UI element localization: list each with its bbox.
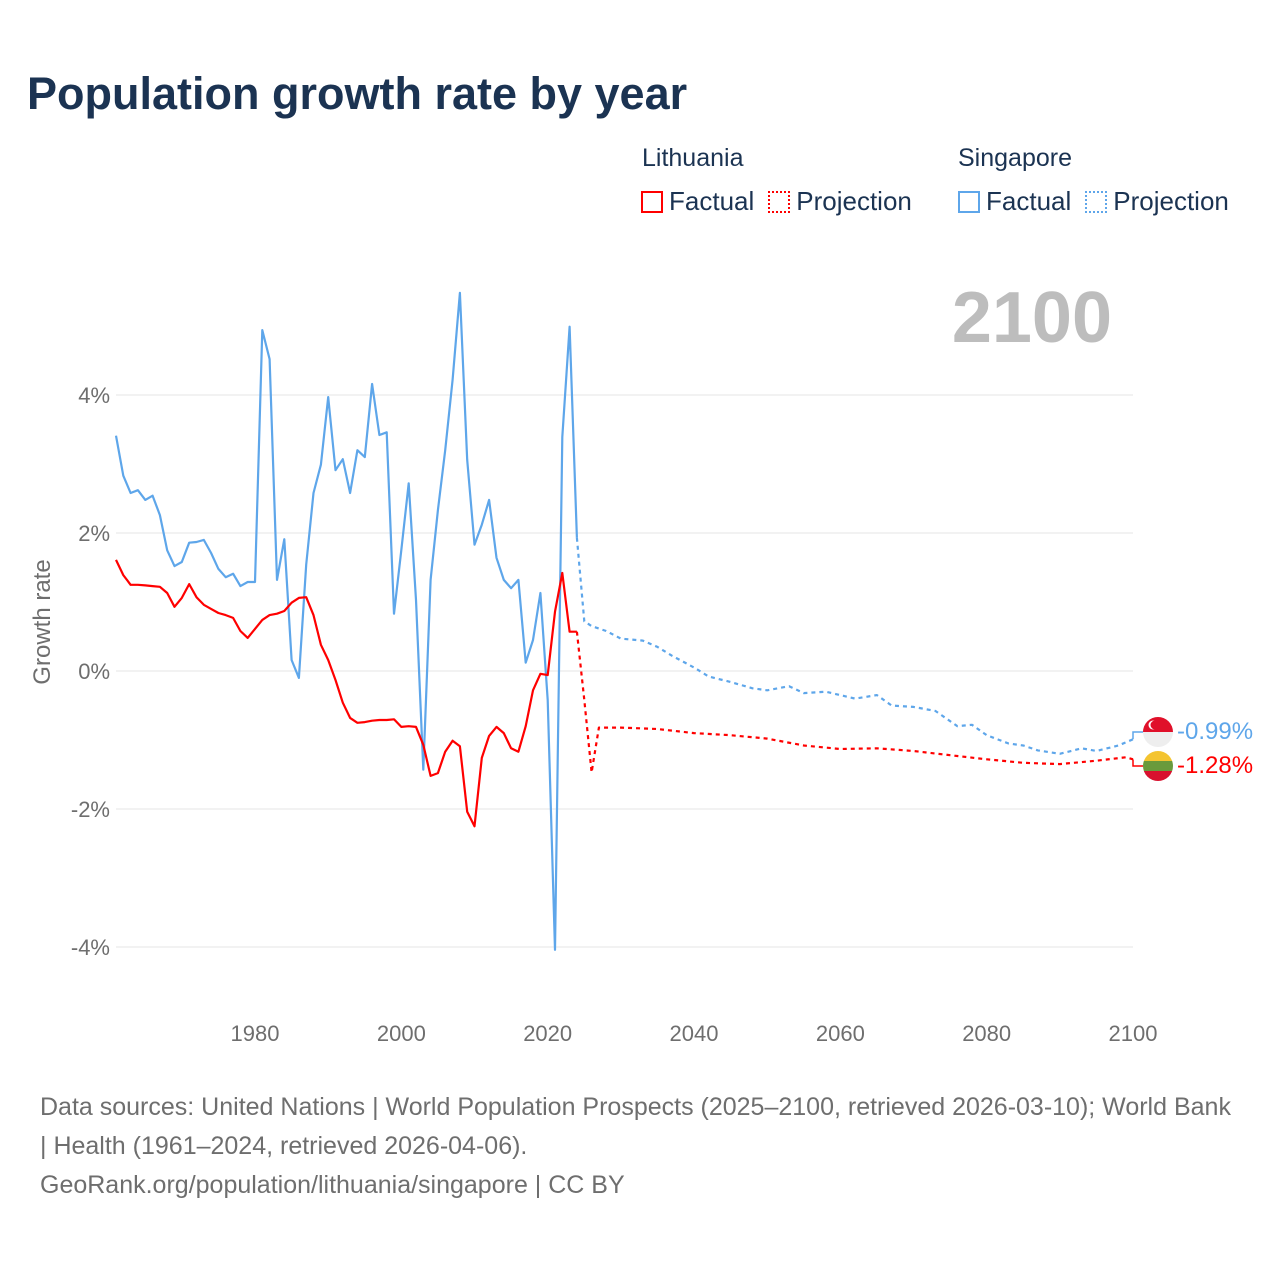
legend-singapore-factual[interactable]: Factual <box>958 186 1071 217</box>
x-tick-label: 2000 <box>377 1021 426 1046</box>
y-tick-label: 2% <box>78 521 110 546</box>
x-tick-label: 2020 <box>523 1021 572 1046</box>
series-lithuania-projection <box>575 631 1134 774</box>
y-axis-label: Growth rate <box>29 559 56 684</box>
dotted-swatch-icon <box>768 190 791 213</box>
y-tick-label: 4% <box>78 383 110 408</box>
singapore-flag-icon <box>1143 717 1173 747</box>
x-tick-label: 2100 <box>1109 1021 1158 1046</box>
solid-swatch-icon <box>958 190 980 213</box>
legend-label: Projection <box>1113 186 1229 216</box>
lithuania-flag-icon <box>1143 751 1173 781</box>
lithuania-end-label: -1.28% <box>1177 752 1253 779</box>
y-tick-label: -2% <box>71 797 110 822</box>
legend-lithuania: Factual Projection <box>641 186 912 217</box>
series-lithuania-factual <box>115 559 577 828</box>
footer: Data sources: United Nations | World Pop… <box>40 1088 1240 1205</box>
legend-label: Factual <box>669 186 755 216</box>
dotted-swatch-icon <box>1085 190 1108 213</box>
year-label: 2100 <box>952 278 1112 358</box>
series-singapore-projection <box>575 537 1134 755</box>
x-tick-label: 1980 <box>231 1021 280 1046</box>
series-singapore-factual <box>114 291 578 951</box>
x-tick-label: 2060 <box>816 1021 865 1046</box>
legend-label: Projection <box>796 186 912 216</box>
legend-lithuania-projection[interactable]: Projection <box>768 186 912 217</box>
x-tick-label: 2080 <box>962 1021 1011 1046</box>
credit-link[interactable]: GeoRank.org/population/lithuania/singapo… <box>40 1171 625 1199</box>
y-tick-label: -4% <box>71 935 110 960</box>
legend-singapore-projection[interactable]: Projection <box>1085 186 1229 217</box>
y-tick-label: 0% <box>78 659 110 684</box>
legend-singapore: Factual Projection <box>958 186 1229 217</box>
data-sources: Data sources: United Nations | World Pop… <box>40 1093 1231 1160</box>
lithuania-label-connector <box>1132 759 1143 767</box>
x-tick-label: 2040 <box>670 1021 719 1046</box>
legend-group-lithuania: Lithuania <box>642 144 744 172</box>
legend-group-singapore: Singapore <box>958 144 1072 172</box>
chart-title: Population growth rate by year <box>27 68 688 119</box>
singapore-label-connector <box>1132 731 1143 740</box>
legend-label: Factual <box>986 186 1072 216</box>
singapore-end-label: -0.99% <box>1177 718 1253 745</box>
legend-lithuania-factual[interactable]: Factual <box>641 186 754 217</box>
solid-swatch-icon <box>641 190 663 213</box>
